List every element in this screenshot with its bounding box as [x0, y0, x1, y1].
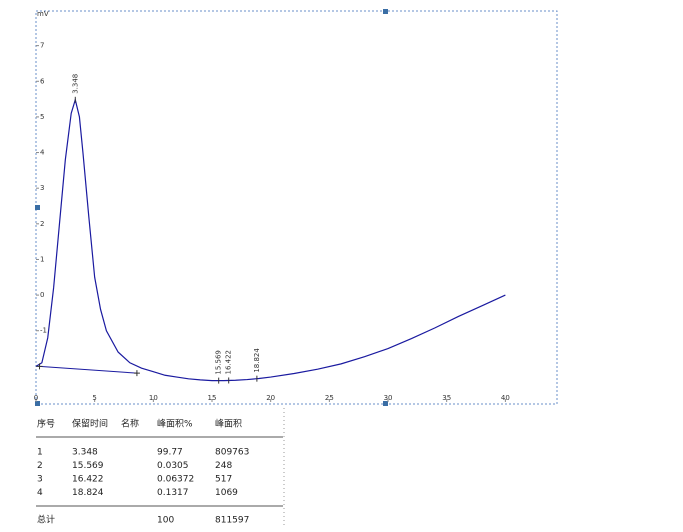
- peak-label: 15.569: [215, 350, 223, 375]
- y-tick-label: 3: [40, 184, 44, 192]
- y-tick-label: 7: [40, 42, 44, 50]
- table-cell: 1069: [215, 488, 238, 498]
- y-tick-label: 4: [40, 149, 45, 157]
- resize-handle[interactable]: [35, 205, 40, 210]
- table-cell: 18.824: [72, 488, 104, 498]
- y-tick-label: 2: [40, 220, 44, 228]
- y-tick-label: 1: [40, 255, 44, 263]
- table-cell: 3.348: [72, 448, 98, 458]
- table-header: 保留时间: [72, 418, 108, 430]
- table-header: 序号: [37, 418, 55, 430]
- peak-label: 16.422: [225, 350, 233, 375]
- table-cell: 4: [37, 488, 43, 498]
- baseline: [39, 365, 137, 374]
- signal-line: [35, 97, 506, 382]
- baseline-marker: [36, 363, 43, 370]
- y-tick-label: 0: [40, 291, 44, 299]
- table-cell: 1: [37, 448, 43, 458]
- resize-handle[interactable]: [383, 401, 388, 406]
- table-cell: 2: [37, 461, 43, 471]
- table-cell: 15.569: [72, 461, 104, 471]
- y-tick-label: -1: [40, 327, 47, 335]
- table-cell: 517: [215, 475, 232, 485]
- x-tick-label: 40: [501, 394, 510, 402]
- resize-handle[interactable]: [35, 401, 40, 406]
- table-total: 总计: [37, 514, 55, 526]
- table-cell: 99.77: [157, 448, 183, 458]
- chart-frame: [35, 10, 558, 405]
- x-tick-label: 0: [34, 394, 38, 402]
- peak-label: 3.348: [71, 74, 79, 94]
- table-cell: 3: [37, 475, 43, 485]
- table-cell: 248: [215, 461, 232, 471]
- resize-handle[interactable]: [383, 9, 388, 14]
- table-total: 100: [157, 516, 174, 526]
- table-cell: 0.06372: [157, 475, 194, 485]
- x-tick-label: 5: [92, 394, 96, 402]
- table-header: 名称: [121, 418, 139, 430]
- x-tick-label: 10: [149, 394, 158, 402]
- y-tick-label: 5: [40, 113, 44, 121]
- table-header: 峰面积%: [157, 418, 193, 430]
- baseline-marker: [133, 370, 140, 377]
- x-tick-label: 30: [384, 394, 393, 402]
- table-cell: 809763: [215, 448, 249, 458]
- peak-label: 18.824: [253, 348, 261, 373]
- table-cell: 16.422: [72, 475, 104, 485]
- x-tick-label: 15: [208, 394, 217, 402]
- x-tick-label: 25: [325, 394, 334, 402]
- x-tick-label: 35: [442, 394, 451, 402]
- table-cell: 0.0305: [157, 461, 189, 471]
- y-unit: mV: [37, 10, 49, 18]
- table-header: 峰面积: [215, 418, 242, 430]
- y-tick-label: 6: [40, 77, 45, 85]
- x-tick-label: 20: [266, 394, 275, 402]
- table-cell: 0.1317: [157, 488, 189, 498]
- table-total: 811597: [215, 516, 249, 526]
